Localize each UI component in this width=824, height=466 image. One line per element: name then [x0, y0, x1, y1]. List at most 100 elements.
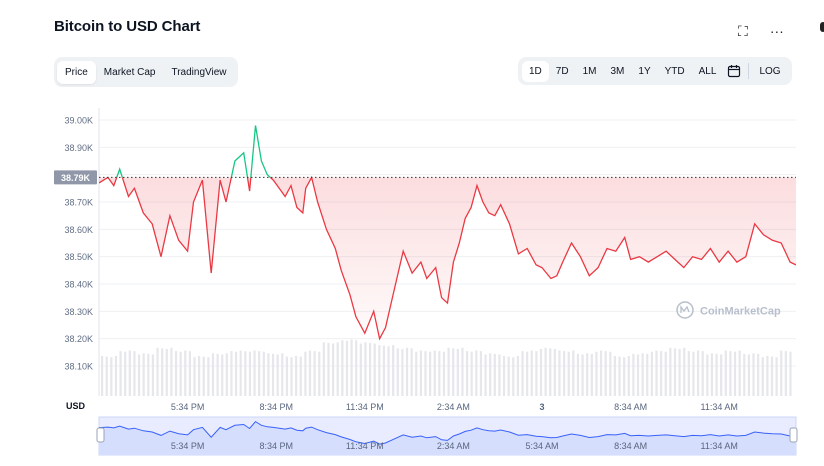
volume-bar [281, 353, 284, 396]
y-tick-label: 38.40K [64, 280, 93, 290]
range-7d[interactable]: 7D [555, 65, 569, 77]
volume-bar [489, 353, 492, 396]
volume-bar [780, 350, 783, 396]
area-fill [99, 177, 796, 339]
volume-bar [664, 351, 667, 396]
volume-bar [285, 356, 288, 396]
time-range-selector: 1D 7D 1M 3M 1Y YTD ALL LOG [518, 57, 792, 85]
price-line-down [99, 177, 796, 341]
volume-bar [137, 354, 141, 396]
more-options-icon[interactable]: ··· [769, 23, 784, 39]
volume-bar [174, 351, 178, 396]
volume-bar [429, 351, 432, 396]
volume-bar [405, 347, 409, 396]
volume-bar [539, 349, 543, 396]
volume-bar [318, 351, 321, 396]
tab-tradingview[interactable]: TradingView [171, 66, 227, 78]
volume-bar [313, 351, 316, 396]
volume-bar [193, 357, 196, 396]
volume-bar [549, 348, 552, 396]
volume-bar [151, 354, 155, 396]
volume-bar [211, 353, 215, 396]
volume-bar [590, 353, 593, 396]
range-3m[interactable]: 3M [610, 65, 625, 77]
volume-bar [308, 350, 312, 396]
volume-bar [239, 350, 242, 396]
watermark-text: CoinMarketCap [700, 306, 781, 318]
volume-bar [655, 350, 658, 396]
volume-bar [165, 349, 168, 396]
y-tick-label: 38.30K [64, 307, 93, 317]
fullscreen-icon[interactable]: ⛶ [738, 23, 748, 39]
volume-bar [493, 353, 496, 396]
y-tick-label: 38.50K [64, 252, 93, 262]
x-tick-label: 11:34 PM [346, 402, 384, 412]
y-tick-label: 38.10K [64, 362, 93, 372]
volume-bar [355, 340, 358, 396]
volume-bar [678, 349, 681, 396]
volume-bar [156, 347, 159, 396]
volume-bar [170, 347, 173, 396]
volume-bar [789, 351, 792, 396]
volume-bar [424, 351, 427, 396]
navigator-area [99, 421, 796, 455]
volume-bar [581, 354, 584, 396]
volume-bar [341, 340, 344, 396]
volume-bar [382, 345, 386, 396]
volume-bar [438, 351, 441, 396]
calendar-icon[interactable] [727, 64, 741, 78]
tab-market-cap[interactable]: Market Cap [103, 66, 156, 78]
x-tick-label: 5:34 PM [171, 402, 205, 412]
volume-bar [650, 351, 653, 396]
y-tick-label: 38.60K [64, 225, 93, 235]
volume-bar [761, 357, 764, 396]
volume-bar [401, 349, 404, 396]
volume-bar [396, 348, 399, 396]
volume-bar [119, 351, 122, 396]
volume-bar [696, 350, 700, 396]
range-1d[interactable]: 1D [522, 60, 549, 82]
range-all[interactable]: ALL [698, 65, 717, 77]
volume-bar [221, 354, 224, 396]
volume-bar [683, 347, 686, 396]
navigator-tick-label: 8:34 AM [614, 441, 647, 451]
volume-bar [576, 353, 580, 396]
volume-bar [484, 354, 487, 396]
volume-bar [225, 353, 228, 396]
range-1m[interactable]: 1M [582, 65, 597, 77]
volume-bar [673, 348, 677, 396]
range-ytd[interactable]: YTD [664, 65, 685, 77]
volume-bar [715, 353, 718, 396]
reference-label: 38.79K [61, 173, 91, 183]
volume-bar [456, 349, 459, 396]
volume-bar [595, 351, 598, 396]
edge-indicator [820, 22, 824, 32]
volume-bar [507, 356, 510, 396]
range-1y[interactable]: 1Y [638, 65, 651, 77]
volume-bar [110, 357, 113, 396]
volume-bar [618, 356, 621, 396]
volume-bar [604, 351, 607, 396]
volume-bar [609, 351, 612, 396]
volume-bar [738, 350, 741, 396]
tab-price[interactable]: Price [57, 60, 96, 84]
navigator-tick-label: 11:34 PM [346, 441, 384, 451]
volume-bar [553, 349, 556, 396]
volume-bar [433, 350, 436, 396]
navigator-handle-left[interactable] [96, 427, 105, 443]
navigator-handle-right[interactable] [789, 427, 798, 443]
volume-bar [415, 351, 418, 396]
log-toggle[interactable]: LOG [759, 65, 781, 77]
volume-bar [105, 356, 108, 396]
volume-bar [544, 347, 547, 396]
chart-type-tabs: Price Market Cap TradingView [54, 57, 238, 87]
volume-bar [147, 353, 150, 396]
navigator-tick-label: 5:34 PM [171, 441, 205, 451]
volume-bar [586, 353, 589, 396]
x-tick-label: 3 [540, 402, 545, 412]
volume-bar [498, 354, 501, 396]
volume-bar [373, 343, 376, 396]
volume-bar [660, 351, 663, 396]
volume-bar [179, 351, 182, 396]
volume-bar [336, 342, 339, 396]
